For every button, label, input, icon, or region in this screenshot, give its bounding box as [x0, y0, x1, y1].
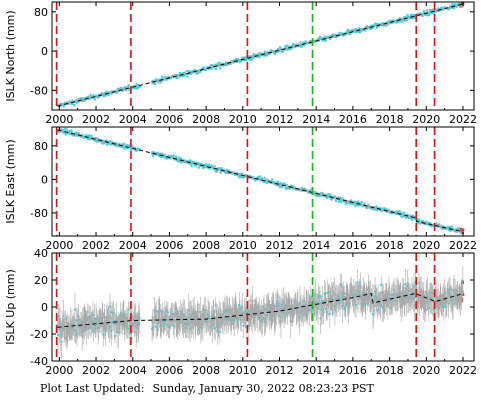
x-tick-label: 2022	[449, 113, 477, 126]
error-bars	[57, 266, 464, 359]
footer: Plot Last Updated: Sunday, January 30, 20…	[40, 382, 470, 395]
x-tick-label: 2010	[229, 364, 257, 377]
x-tick-label: 2018	[376, 364, 404, 377]
x-tick-label: 2022	[449, 239, 477, 252]
x-tick-label: 2018	[376, 113, 404, 126]
x-tick-label: 2016	[339, 364, 367, 377]
y-tick-label: 20	[34, 274, 48, 287]
y-axis-label: ISLK North (mm)	[4, 10, 17, 101]
y-tick-label: -20	[30, 328, 48, 341]
x-tick-label: 2002	[82, 364, 110, 377]
x-tick-label: 2012	[266, 364, 294, 377]
axes-frame	[51, 126, 475, 237]
x-tick-label: 2018	[376, 239, 404, 252]
x-tick-label: 2004	[119, 113, 147, 126]
x-tick-label: 2004	[119, 364, 147, 377]
x-tick-label: 2020	[412, 239, 440, 252]
axes-frame	[51, 1, 475, 111]
y-tick-label: -80	[30, 84, 48, 97]
plot-area	[55, 127, 465, 236]
data-points	[56, 2, 465, 108]
x-tick-label: 2006	[155, 364, 183, 377]
x-tick-label: 2002	[82, 239, 110, 252]
recent-point	[461, 228, 465, 232]
y-tick-label: 0	[41, 45, 48, 58]
x-tick-label: 2012	[266, 239, 294, 252]
y-tick-label: -80	[30, 207, 48, 220]
x-tick-label: 2002	[82, 113, 110, 126]
x-tick-label: 2020	[412, 113, 440, 126]
y-tick-label: 0	[41, 173, 48, 186]
y-tick-label: 0	[41, 301, 48, 314]
x-tick-label: 2012	[266, 113, 294, 126]
y-tick-label: -40	[30, 355, 48, 368]
x-tick-label: 2022	[449, 364, 477, 377]
error-bars	[57, 127, 464, 235]
x-tick-label: 2010	[229, 113, 257, 126]
y-tick-label: 80	[34, 140, 48, 153]
x-tick-label: 2004	[119, 239, 147, 252]
x-tick-label: 2010	[229, 239, 257, 252]
y-axis-label: ISLK East (mm)	[4, 139, 17, 223]
x-tick-label: 2008	[192, 364, 220, 377]
footer-label: Plot Last Updated:	[40, 382, 145, 395]
x-tick-label: 2016	[339, 113, 367, 126]
panel-3: 2000 2002 2004 2006 2008 2010 2012 2014 2016 2018…	[4, 247, 477, 377]
x-tick-label: 2014	[302, 364, 330, 377]
model-line	[57, 292, 464, 328]
plot-area	[55, 253, 465, 361]
y-axis-label: ISLK Up (mm)	[4, 269, 17, 345]
panel-1: 2000 2002 2004 2006 2008 2010 2012 2014 2016 2018…	[4, 1, 477, 126]
x-tick-label: 2000	[45, 113, 73, 126]
plot-area	[55, 2, 465, 110]
x-tick-label: 2000	[45, 239, 73, 252]
x-tick-label: 2020	[412, 364, 440, 377]
x-tick-label: 2000	[45, 364, 73, 377]
x-tick-label: 2008	[192, 113, 220, 126]
model-line	[57, 129, 464, 233]
footer-timestamp: Sunday, January 30, 2022 08:23:23 PST	[152, 382, 374, 395]
x-tick-label: 2016	[339, 239, 367, 252]
x-tick-label: 2008	[192, 239, 220, 252]
y-tick-label: 40	[34, 247, 48, 260]
panel-2: 2000 2002 2004 2006 2008 2010 2012 2014 2016 2018…	[4, 126, 477, 252]
recent-point	[459, 227, 463, 231]
x-tick-label: 2006	[155, 113, 183, 126]
y-tick-label: 80	[34, 6, 48, 19]
x-tick-label: 2014	[302, 239, 330, 252]
x-tick-label: 2006	[155, 239, 183, 252]
x-tick-label: 2014	[302, 113, 330, 126]
